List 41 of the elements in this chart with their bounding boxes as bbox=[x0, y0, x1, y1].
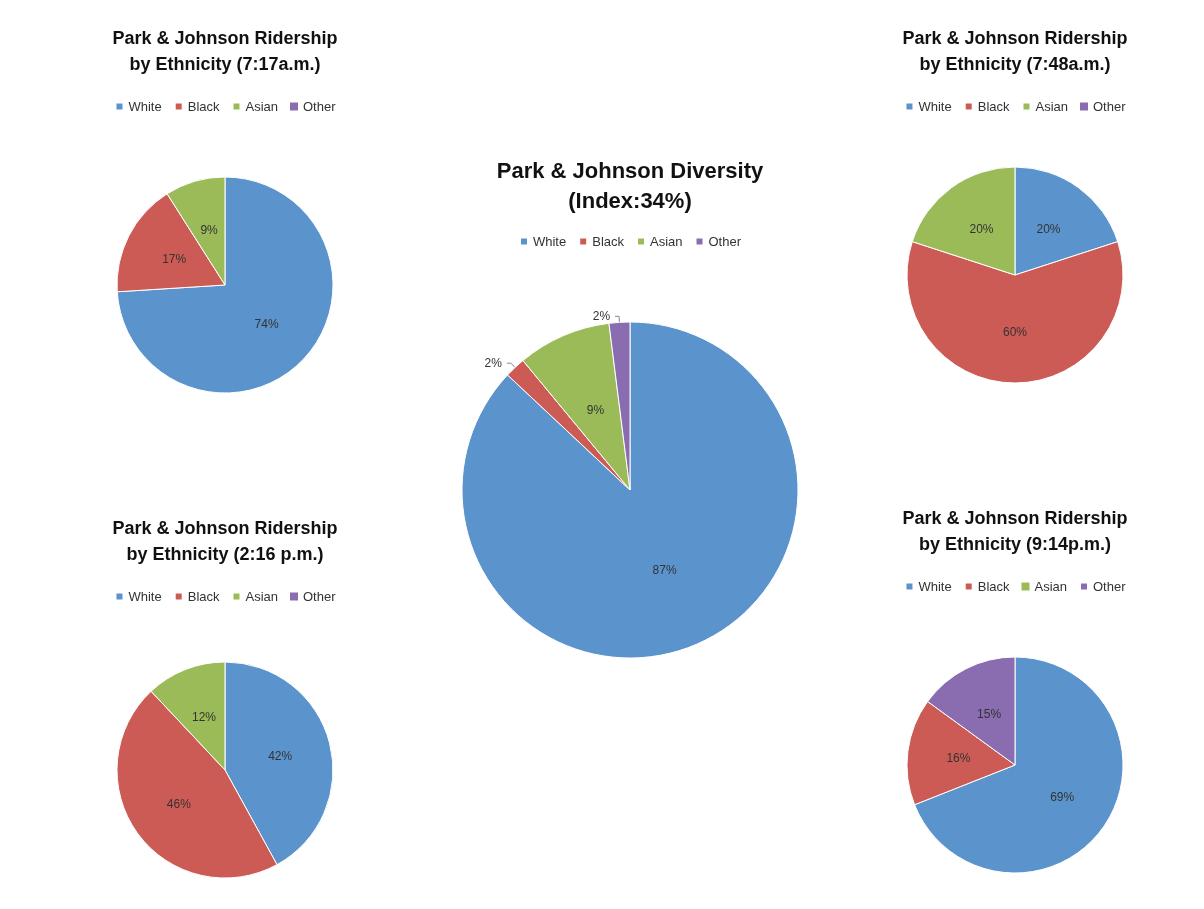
legend-label: Black bbox=[187, 99, 220, 114]
chart-title: Park & Johnson Ridership by Ethnicity (7:48a.m.) bbox=[902, 28, 1128, 74]
legend-label: Asian bbox=[245, 99, 279, 114]
legend-label: White bbox=[128, 99, 162, 114]
chart-title: Park & Johnson Ridership by Ethnicity (2:16 p.m.) bbox=[112, 518, 338, 564]
legend-label: Other bbox=[303, 99, 337, 114]
legend-label: Black bbox=[592, 234, 625, 249]
legend-label: White bbox=[918, 99, 952, 114]
data-label: 9% bbox=[200, 223, 219, 238]
data-label: 9% bbox=[586, 403, 605, 418]
legend-label: White bbox=[128, 589, 162, 604]
data-label: 46% bbox=[166, 796, 192, 811]
legend-label: White bbox=[532, 234, 567, 249]
legend-label: Black bbox=[187, 589, 220, 604]
legend-label: Other bbox=[303, 589, 337, 604]
chart-title: Park & Johnson Diversity (Index:34%) bbox=[496, 157, 765, 213]
data-label: 15% bbox=[977, 707, 1002, 722]
data-label: 20% bbox=[1036, 221, 1061, 236]
legend-label: Black bbox=[977, 579, 1010, 594]
legend-label: Asian bbox=[245, 589, 279, 604]
data-label: 2% bbox=[592, 309, 611, 324]
legend-label: Asian bbox=[1034, 579, 1068, 594]
legend-label: Other bbox=[708, 234, 742, 249]
data-label: 20% bbox=[969, 221, 994, 236]
legend-label: Asian bbox=[1035, 99, 1069, 114]
data-label: 2% bbox=[484, 356, 503, 371]
data-label: 17% bbox=[162, 252, 187, 267]
data-label: 42% bbox=[268, 748, 293, 763]
data-label: 87% bbox=[652, 562, 677, 577]
chart-title: Park & Johnson Ridership by Ethnicity (9:14p.m.) bbox=[902, 508, 1128, 554]
data-label: 69% bbox=[1050, 790, 1075, 805]
data-label: 16% bbox=[946, 750, 971, 765]
chart-title: Park & Johnson Ridership by Ethnicity (7:17a.m.) bbox=[112, 28, 338, 74]
data-label: 60% bbox=[1002, 325, 1028, 339]
legend-label: White bbox=[918, 579, 952, 594]
legend-label: Black bbox=[977, 99, 1010, 114]
legend-label: Asian bbox=[649, 234, 683, 249]
legend-label: Other bbox=[1093, 99, 1127, 114]
data-label: 74% bbox=[254, 317, 279, 332]
legend-label: Other bbox=[1093, 579, 1127, 594]
data-label: 12% bbox=[192, 710, 217, 724]
